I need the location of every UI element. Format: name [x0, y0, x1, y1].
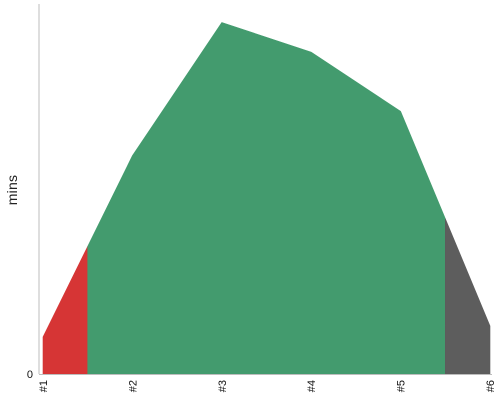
x-tick-label: #6	[485, 380, 497, 392]
x-tick-label: #4	[306, 380, 318, 392]
area-segment-middle	[87, 22, 446, 375]
area-segments	[42, 22, 491, 375]
x-tick-labels: #1 #2 #3 #4 #5 #6	[38, 380, 497, 392]
x-tick-label: #2	[127, 380, 139, 392]
y-tick-labels: 0	[27, 369, 33, 381]
y-tick-label: 0	[27, 369, 33, 381]
area-segment-start	[42, 246, 88, 375]
y-axis-label: mins	[4, 175, 20, 205]
area-segment-end	[444, 218, 491, 375]
x-tick-label: #5	[396, 380, 408, 392]
x-tick-label: #3	[217, 380, 229, 392]
x-tick-label: #1	[38, 380, 50, 392]
